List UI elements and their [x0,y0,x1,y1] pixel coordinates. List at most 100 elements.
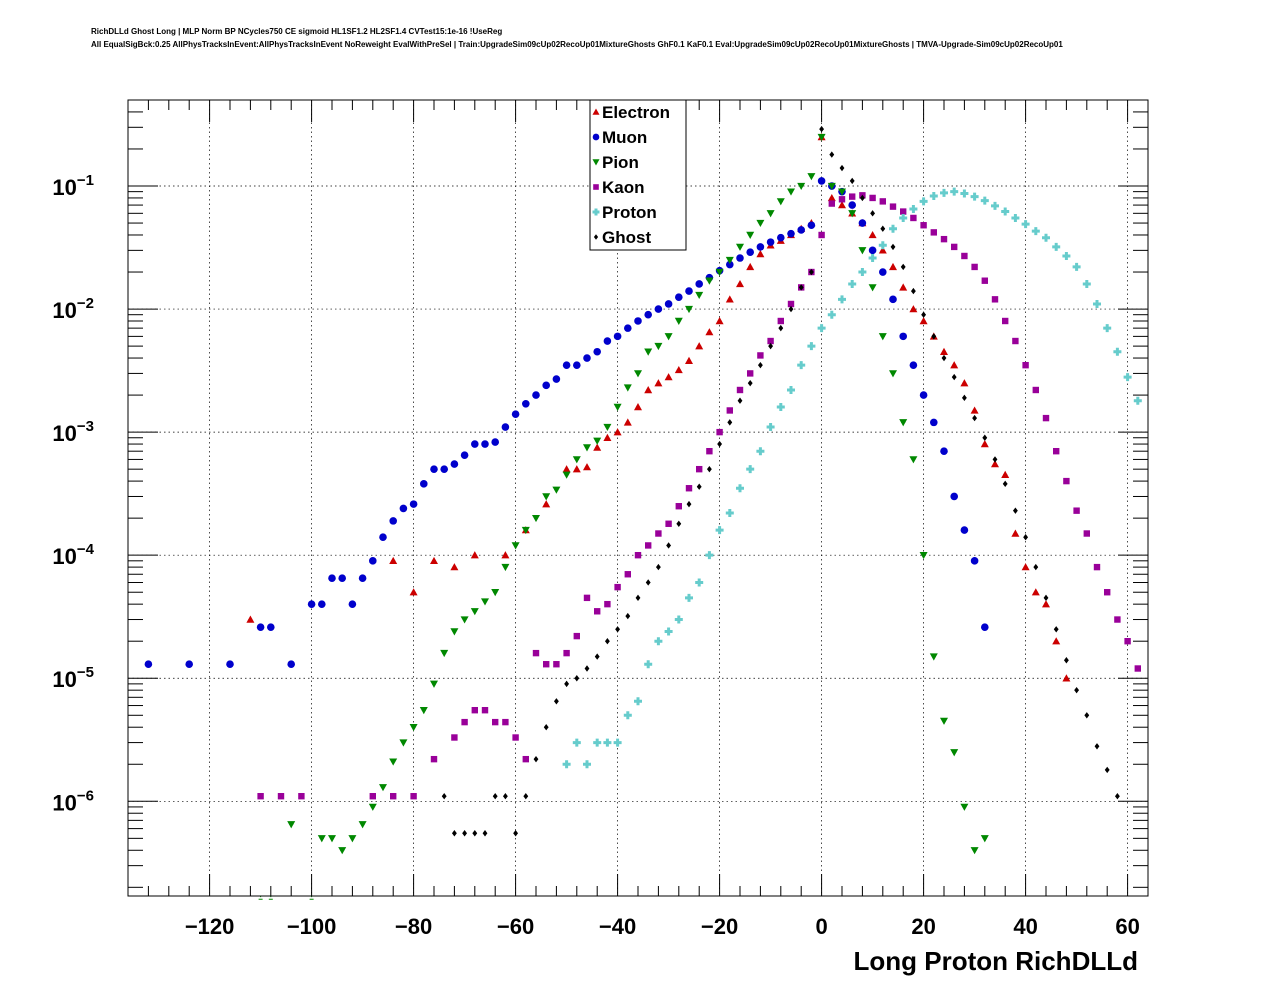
point-ghost [656,563,661,571]
point-proton [1103,324,1112,333]
point-muon [817,177,826,185]
point-pion [317,835,326,843]
point-kaon [1012,337,1019,345]
point-muon [562,361,571,369]
point-muon [664,300,673,308]
point-muon [338,574,347,583]
point-kaon [634,551,642,559]
point-kaon [369,793,376,800]
point-pion [358,821,367,829]
point-pion [715,268,724,277]
point-ghost [605,637,610,645]
point-kaon [471,706,478,714]
legend-entry-electron: Electron [592,103,670,122]
legend-marker-muon [592,133,600,141]
point-pion [603,423,612,432]
point-ghost [717,440,722,448]
point-ghost [686,500,692,508]
point-electron [634,403,642,411]
point-ghost [972,414,977,422]
point-kaon [451,734,458,741]
point-pion [858,247,867,255]
point-kaon [594,608,601,615]
point-kaon [767,337,774,345]
point-muon [440,465,449,473]
point-kaon [1134,665,1141,672]
point-muon [185,660,193,669]
point-ghost [625,612,631,620]
point-kaon [818,231,825,239]
point-pion [960,803,969,811]
point-ghost [533,755,539,763]
point-muon [542,381,550,390]
point-proton [807,342,816,351]
point-proton [950,187,959,196]
point-electron [980,440,989,448]
point-ghost [758,361,763,369]
point-muon [685,287,693,295]
point-ghost [941,354,947,362]
point-electron [827,193,836,202]
point-electron [603,433,612,441]
point-electron [970,406,979,414]
point-proton [1031,227,1040,236]
point-muon [460,451,469,459]
point-electron [868,230,877,239]
point-kaon [920,222,927,229]
point-kaon [624,571,631,578]
point-electron [1011,529,1020,537]
point-electron [572,465,581,473]
legend-label-proton: Proton [602,203,657,222]
point-proton [613,738,622,747]
point-kaon [706,447,713,455]
point-electron [960,379,969,387]
point-pion [685,305,693,314]
point-pion [899,419,908,427]
point-ghost [768,342,773,350]
point-pion [521,526,530,535]
point-ghost [1033,563,1039,571]
point-kaon [1032,386,1039,394]
point-proton [623,711,632,720]
point-electron [695,342,704,350]
point-proton [817,324,826,333]
point-pion [725,256,734,265]
point-ghost [982,434,988,441]
point-pion [634,370,642,378]
point-kaon [481,706,489,714]
point-kaon [971,263,978,271]
point-ghost [584,665,590,672]
point-kaon [532,649,540,657]
point-ghost [462,830,467,837]
point-kaon [604,600,611,608]
point-kaon [849,193,856,200]
point-proton [960,189,969,198]
point-electron [644,385,653,394]
point-pion [470,608,479,616]
point-kaon [665,520,672,527]
point-kaon [563,649,570,657]
point-proton [725,509,734,518]
point-electron [1021,563,1030,571]
point-proton [1011,213,1020,222]
point-kaon [1063,477,1070,485]
point-ghost [1043,594,1049,602]
point-kaon [736,386,744,394]
point-pion [674,317,683,325]
point-muon [787,229,795,238]
point-ghost [503,793,508,800]
point-kaon [277,793,285,800]
point-ghost [931,333,937,340]
point-proton [715,526,724,535]
point-proton [848,279,857,288]
point-electron [623,418,632,426]
legend-label-muon: Muon [602,128,647,147]
point-pion [572,456,581,464]
point-pion [807,173,816,181]
point-kaon [747,370,754,377]
series-proton [562,187,1142,769]
point-muon [879,268,887,276]
x-tick-label: −100 [287,914,337,939]
point-proton [889,224,897,233]
point-proton [909,205,918,214]
